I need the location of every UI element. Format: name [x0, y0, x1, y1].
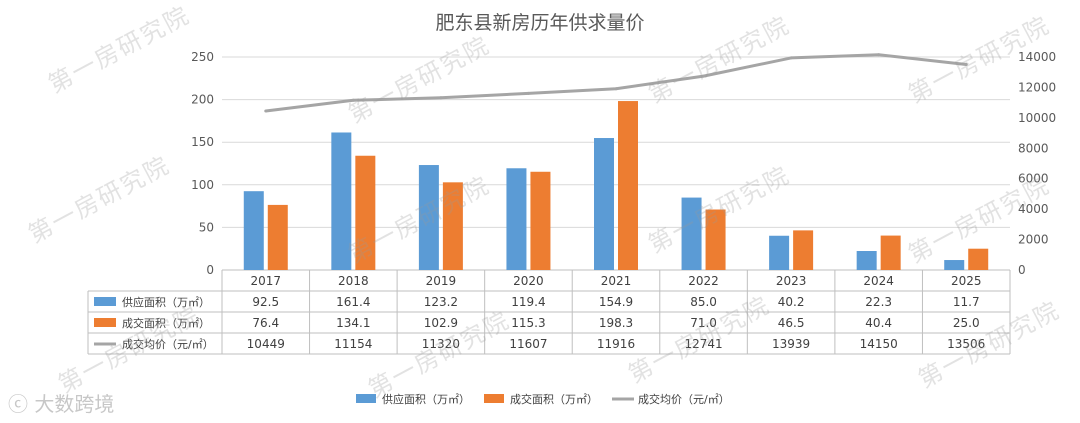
table-series-name: 成交均价（元/㎡） — [122, 337, 214, 351]
table-legend-key — [94, 297, 116, 306]
line-point — [351, 98, 355, 102]
chart-title: 肥东县新房历年供求量价 — [435, 12, 644, 34]
table-cell: 71.0 — [690, 316, 717, 330]
table-cell: 12741 — [684, 337, 722, 351]
x-tick-label: 2017 — [251, 274, 282, 288]
logo-text: 大数跨境 — [34, 392, 115, 416]
table-cell: 14150 — [860, 337, 898, 351]
y-tick-label: 200 — [191, 93, 214, 107]
legend-key — [484, 394, 504, 403]
y2-tick-label: 0 — [1018, 263, 1026, 277]
bar — [944, 260, 965, 270]
table-cell: 13506 — [947, 337, 985, 351]
table-cell: 85.0 — [690, 295, 717, 309]
table-cell: 11916 — [597, 337, 635, 351]
table-cell: 10449 — [247, 337, 285, 351]
legend-label: 成交均价（元/㎡） — [638, 392, 730, 406]
y-tick-label: 0 — [206, 263, 214, 277]
table-cell: 25.0 — [953, 316, 980, 330]
x-tick-label: 2024 — [863, 274, 894, 288]
bar — [769, 235, 790, 270]
bar — [880, 235, 901, 270]
y-tick-label: 150 — [191, 135, 214, 149]
x-tick-label: 2022 — [688, 274, 719, 288]
bar — [506, 168, 527, 270]
bar — [442, 182, 463, 270]
line-point — [614, 87, 618, 91]
bar — [530, 171, 551, 270]
table-legend-key — [94, 318, 116, 327]
x-tick-label: 2021 — [601, 274, 632, 288]
y2-tick-label: 10000 — [1018, 111, 1056, 125]
table-cell: 40.4 — [865, 316, 892, 330]
table-cell: 13939 — [772, 337, 810, 351]
y2-tick-label: 6000 — [1018, 172, 1049, 186]
table-cell: 154.9 — [599, 295, 633, 309]
line-point — [439, 96, 443, 100]
table-cell: 123.2 — [424, 295, 458, 309]
legend-key — [356, 394, 376, 403]
y2-tick-label: 8000 — [1018, 141, 1049, 155]
line-point — [526, 91, 530, 95]
x-tick-label: 2025 — [951, 274, 982, 288]
bar — [594, 138, 614, 270]
bar — [705, 209, 726, 270]
table-cell: 11320 — [422, 337, 460, 351]
y-tick-label: 250 — [191, 50, 214, 64]
bar — [331, 132, 352, 270]
table-cell: 22.3 — [865, 295, 892, 309]
table-cell: 76.4 — [252, 316, 279, 330]
table-cell: 198.3 — [599, 316, 633, 330]
y2-tick-label: 14000 — [1018, 50, 1056, 64]
y2-tick-label: 4000 — [1018, 202, 1049, 216]
bar — [793, 230, 814, 270]
table-cell: 102.9 — [424, 316, 458, 330]
bar — [418, 165, 439, 270]
table-cell: 92.5 — [252, 295, 279, 309]
bar — [968, 248, 989, 270]
bar — [243, 191, 264, 270]
line-point — [702, 74, 706, 78]
legend-label: 供应面积（万㎡） — [382, 392, 470, 406]
table-series-name: 供应面积（万㎡） — [122, 295, 210, 309]
bar — [681, 197, 702, 270]
x-tick-label: 2019 — [426, 274, 457, 288]
bar — [856, 251, 877, 270]
bar — [355, 155, 376, 270]
table-cell: 40.2 — [778, 295, 805, 309]
y-tick-label: 50 — [199, 220, 214, 234]
brand-logo: ⓒ 大数跨境 — [8, 388, 114, 417]
bar — [267, 204, 288, 270]
x-tick-label: 2018 — [338, 274, 369, 288]
logo-icon: ⓒ — [8, 392, 28, 416]
table-cell: 11.7 — [953, 295, 980, 309]
line-point — [789, 56, 793, 60]
table-cell: 11607 — [509, 337, 547, 351]
x-tick-label: 2023 — [776, 274, 807, 288]
y-tick-label: 100 — [191, 178, 214, 192]
table-cell: 134.1 — [336, 316, 370, 330]
bar — [618, 101, 638, 270]
table-cell: 119.4 — [511, 295, 545, 309]
line-point — [964, 63, 968, 67]
table-cell: 161.4 — [336, 295, 370, 309]
table-series-name: 成交面积（万㎡） — [122, 316, 210, 330]
table-cell: 11154 — [334, 337, 372, 351]
table-cell: 115.3 — [511, 316, 545, 330]
y2-tick-label: 2000 — [1018, 233, 1049, 247]
line-point — [264, 109, 268, 113]
table-cell: 46.5 — [778, 316, 805, 330]
y2-tick-label: 12000 — [1018, 80, 1056, 94]
legend-label: 成交面积（万㎡） — [510, 392, 598, 406]
x-tick-label: 2020 — [513, 274, 544, 288]
line-point — [877, 53, 881, 57]
